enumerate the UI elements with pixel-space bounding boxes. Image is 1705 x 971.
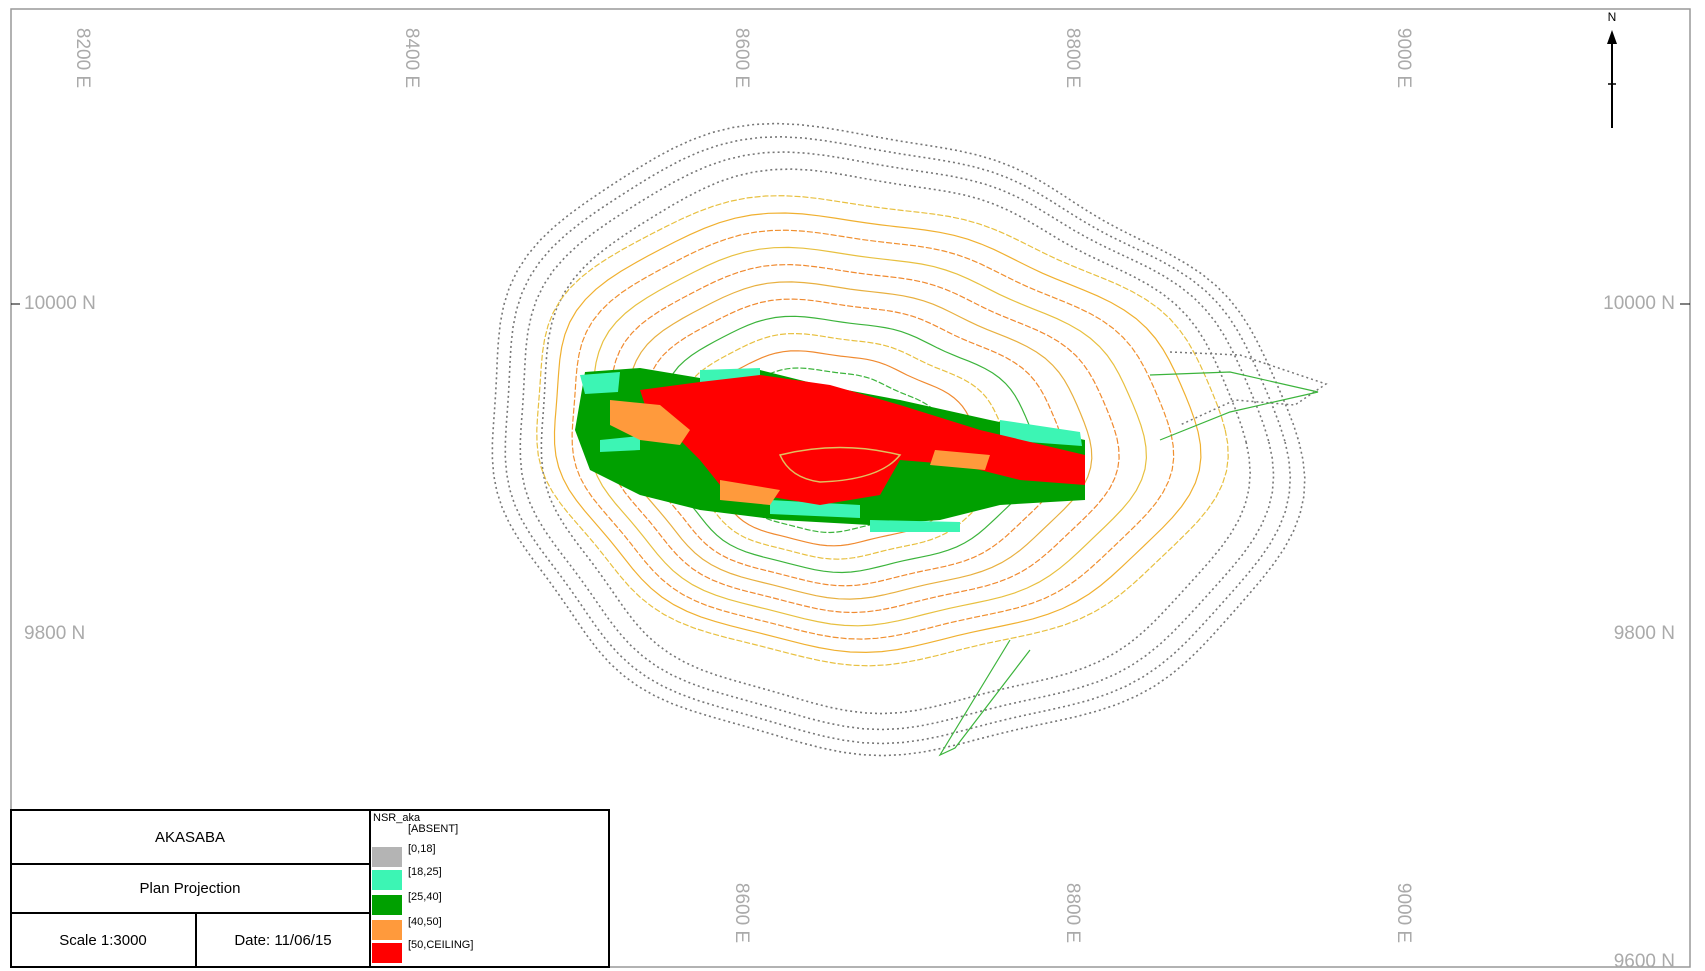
legend-label: [40,50] (408, 916, 442, 928)
legend-label: [ABSENT] (408, 823, 458, 835)
easting-label: 8200 E (72, 28, 93, 88)
easting-label: 8600 E (731, 883, 752, 943)
easting-label: 8800 E (1062, 883, 1083, 943)
legend-swatch (372, 827, 402, 847)
legend-swatch (372, 870, 402, 890)
legend-swatch (372, 847, 402, 867)
legend-label: [0,18] (408, 843, 436, 855)
legend-label: [50,CEILING] (408, 939, 473, 951)
project-name: AKASABA (155, 829, 225, 846)
easting-label: 9000 E (1393, 883, 1414, 943)
easting-label: 8600 E (731, 28, 752, 88)
northing-label: 10000 N (1603, 293, 1675, 314)
northing-label: 10000 N (24, 293, 96, 314)
northing-label: 9600 N (1614, 951, 1675, 971)
date: Date: 11/06/15 (234, 932, 331, 949)
easting-label: 9000 E (1393, 28, 1414, 88)
legend-label: [25,40] (408, 891, 442, 903)
plan-map: N 8200 E 8400 E 8600 E 8800 E 9000 E 8600 E 88… (0, 0, 1705, 971)
north-label: N (1608, 10, 1617, 24)
northing-label: 9800 N (1614, 623, 1675, 644)
legend-swatch (372, 920, 402, 940)
legend-swatch (372, 895, 402, 915)
legend-label: [18,25] (408, 866, 442, 878)
northing-label: 9800 N (24, 623, 85, 644)
easting-label: 8800 E (1062, 28, 1083, 88)
view-name: Plan Projection (140, 880, 241, 897)
scale: Scale 1:3000 (59, 932, 147, 949)
legend-swatch (372, 943, 402, 963)
easting-label: 8400 E (401, 28, 422, 88)
